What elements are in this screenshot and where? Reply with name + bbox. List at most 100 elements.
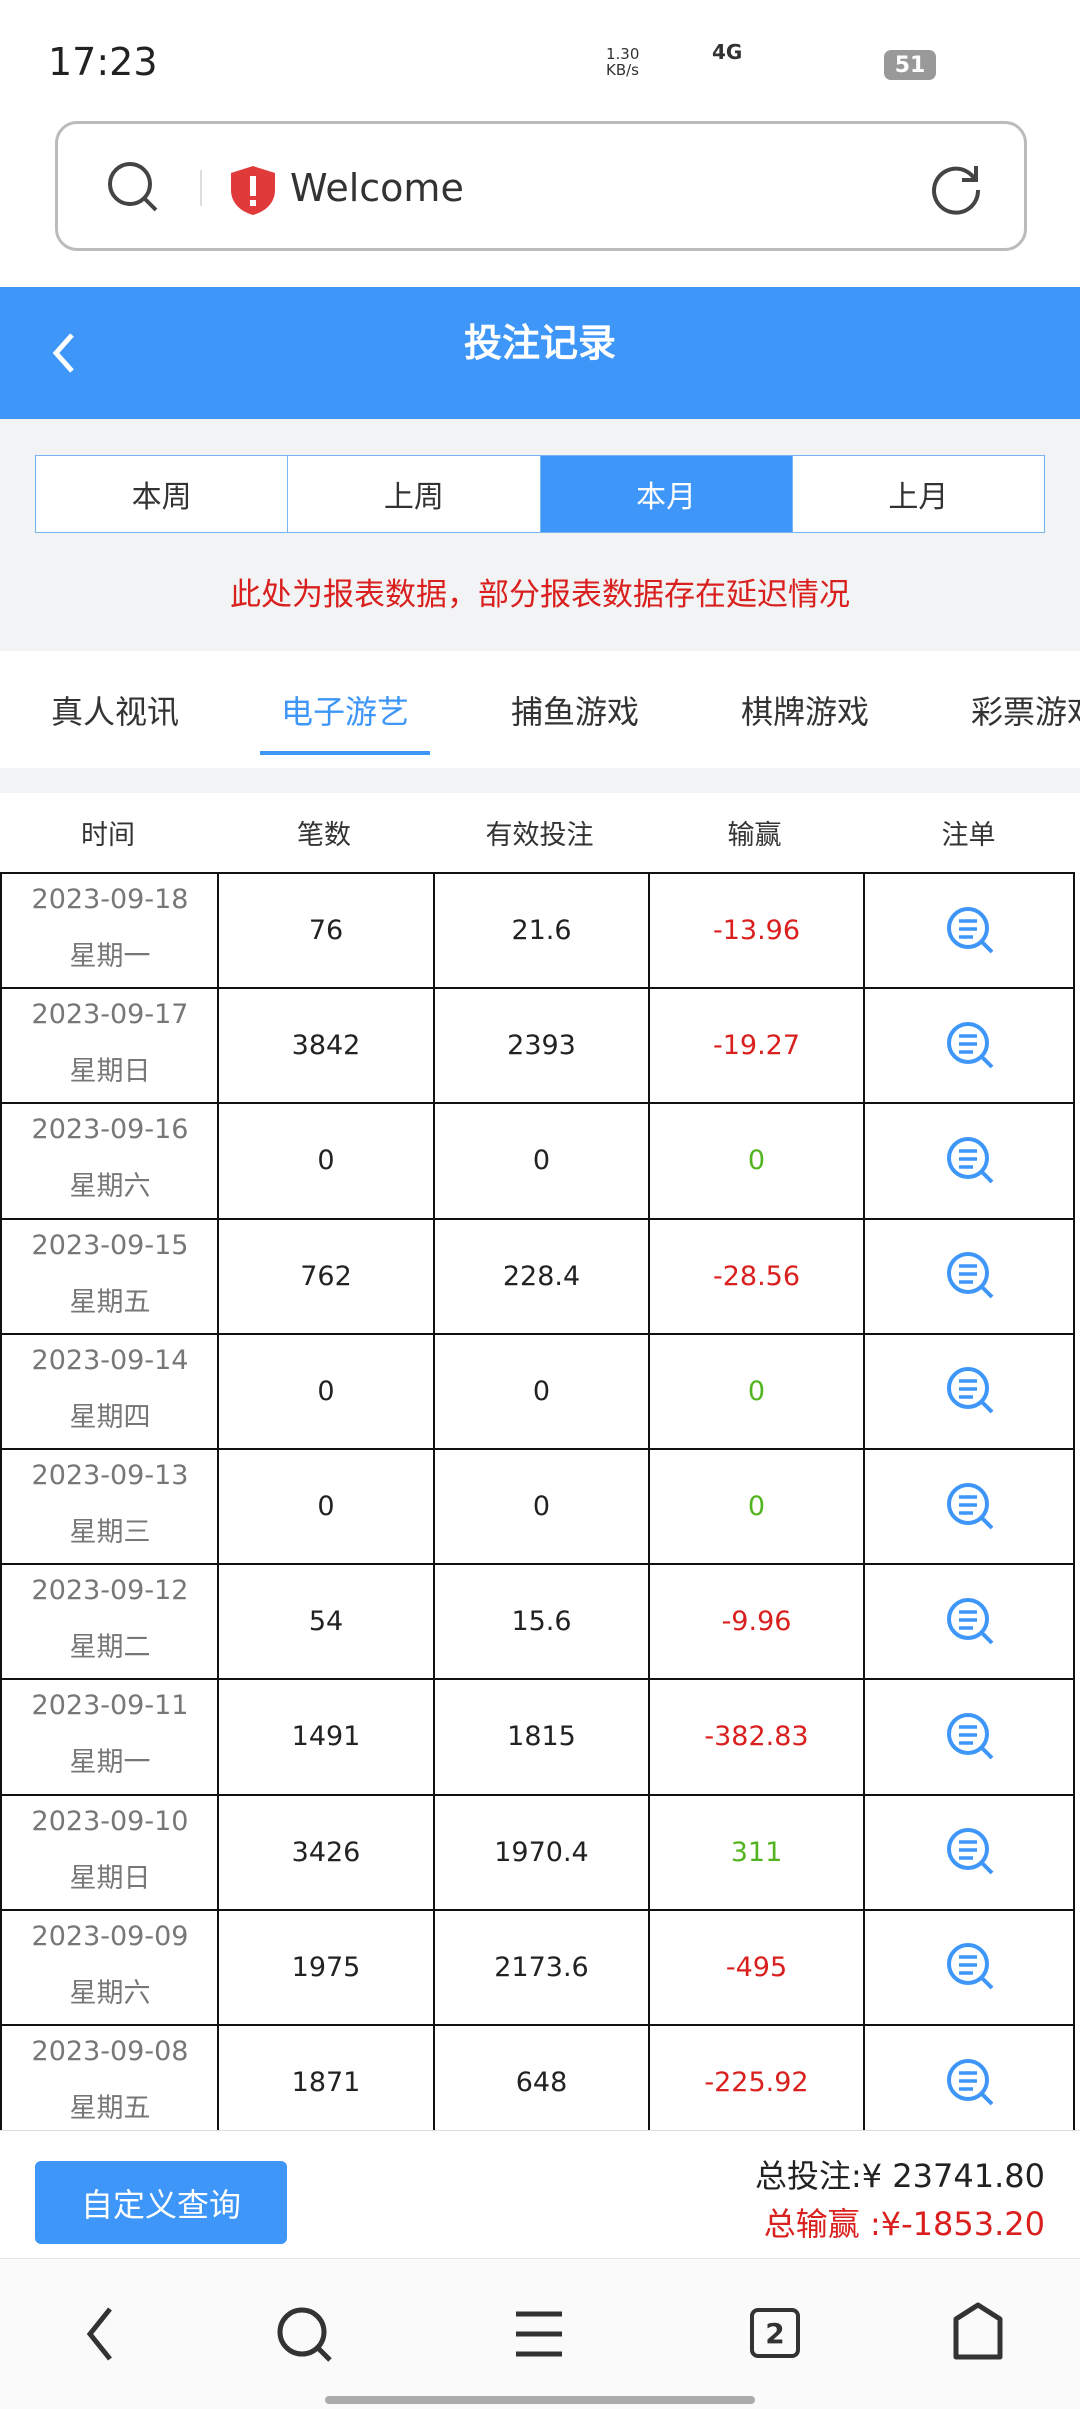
category-tab[interactable]: 真人视讯 bbox=[50, 692, 179, 731]
date: 2023-09-08 bbox=[31, 2036, 189, 2067]
category-tab[interactable]: 电子游艺 bbox=[280, 692, 409, 731]
cell-border bbox=[648, 1565, 650, 1679]
cell-border bbox=[433, 1104, 435, 1218]
tab-underline bbox=[260, 751, 430, 755]
category-tab[interactable]: 捕鱼游戏 bbox=[510, 692, 639, 731]
category-tab[interactable]: 彩票游戏 bbox=[970, 692, 1080, 731]
bet-count: 1871 bbox=[291, 2067, 361, 2099]
cell-border bbox=[863, 1104, 865, 1218]
win-loss: 311 bbox=[730, 1836, 783, 1868]
bet-count: 762 bbox=[300, 1260, 352, 1292]
valid-bet: 1815 bbox=[507, 1721, 576, 1753]
cell-border bbox=[648, 1910, 650, 2024]
cell-border bbox=[217, 989, 219, 1103]
detail-icon[interactable] bbox=[864, 1680, 1077, 1793]
period-tab[interactable]: 上月 bbox=[791, 456, 1044, 532]
footer: 自定义查询 总投注:¥ 23741.80 总输赢 :¥-1853.20 bbox=[0, 2130, 1080, 2259]
cell-border bbox=[648, 1334, 650, 1448]
status-network: 4G bbox=[712, 40, 743, 64]
period-tab[interactable]: 本周 bbox=[36, 456, 288, 532]
column-header: 有效投注 bbox=[485, 820, 594, 851]
table-row: 2023-09-12 星期二 54 15.6 -9.96 bbox=[0, 1563, 1077, 1679]
cell-border bbox=[863, 1680, 865, 1794]
nav-bar: 2 bbox=[0, 2258, 1080, 2409]
valid-bet: 15.6 bbox=[511, 1606, 572, 1638]
detail-icon[interactable] bbox=[864, 989, 1077, 1102]
reload-icon[interactable] bbox=[928, 160, 984, 216]
column-header: 笔数 bbox=[297, 820, 351, 851]
detail-icon[interactable] bbox=[864, 1335, 1077, 1448]
nav-menu[interactable] bbox=[516, 2311, 562, 2357]
win-loss: -13.96 bbox=[712, 915, 801, 947]
cell-border bbox=[433, 1450, 435, 1564]
detail-icon[interactable] bbox=[864, 1450, 1077, 1563]
cell-border bbox=[648, 1219, 650, 1333]
detail-icon[interactable] bbox=[864, 2026, 1077, 2130]
cell-border bbox=[863, 2026, 865, 2130]
cell-border bbox=[863, 1334, 865, 1448]
weekday: 星期五 bbox=[69, 1286, 151, 1318]
weekday: 星期六 bbox=[69, 1171, 151, 1203]
nav-back[interactable] bbox=[86, 2307, 112, 2361]
table-row: 2023-09-08 星期五 1871 648 -225.92 bbox=[0, 2024, 1075, 2130]
cell-border bbox=[217, 1450, 219, 1564]
total-bet: 总投注:¥ 23741.80 bbox=[754, 2157, 1045, 2195]
cell-border bbox=[648, 2026, 650, 2130]
cell-border bbox=[863, 1219, 865, 1333]
nav-icons bbox=[86, 2302, 1003, 2404]
table-row: 2023-09-10 星期日 3426 1970.4 311 bbox=[0, 1793, 1077, 1909]
win-loss: -495 bbox=[725, 1951, 788, 1983]
table-row: 2023-09-16 星期六 0 0 0 bbox=[0, 1102, 1077, 1218]
win-loss: -9.96 bbox=[721, 1606, 792, 1638]
header: 投注记录 bbox=[0, 287, 1080, 419]
header-title: 投注记录 bbox=[463, 320, 616, 365]
win-loss: -28.56 bbox=[712, 1260, 801, 1292]
valid-bet: 0 bbox=[532, 1491, 551, 1523]
weekday: 星期三 bbox=[69, 1517, 151, 1548]
search-text: Welcome bbox=[290, 166, 464, 210]
category-tab[interactable]: 棋牌游戏 bbox=[740, 692, 869, 731]
back-button[interactable] bbox=[44, 323, 84, 383]
detail-icon[interactable] bbox=[864, 1911, 1077, 2024]
status-speed: 1.30 KB/s bbox=[606, 45, 640, 79]
filter-area: 本周 上周 本月 上月 此处为报表数据，部分报表数据存在延迟情况 bbox=[0, 419, 1080, 651]
cell-border bbox=[433, 874, 435, 988]
search-bar[interactable]: Welcome bbox=[55, 121, 1027, 251]
nav-tabs[interactable] bbox=[750, 2308, 800, 2358]
detail-icon[interactable] bbox=[864, 1104, 1077, 1217]
nav-home[interactable] bbox=[953, 2302, 1003, 2360]
date: 2023-09-17 bbox=[31, 999, 189, 1031]
detail-icon[interactable] bbox=[864, 1220, 1077, 1333]
win-loss: -225.92 bbox=[704, 2067, 809, 2099]
column-header: 时间 bbox=[81, 820, 135, 851]
table-row: 2023-09-14 星期四 0 0 0 bbox=[0, 1332, 1077, 1448]
cell-border bbox=[863, 1450, 865, 1564]
cell-border bbox=[217, 1680, 219, 1794]
cell-border bbox=[433, 2026, 435, 2130]
win-loss: 0 bbox=[747, 1145, 766, 1177]
cell-border bbox=[433, 1565, 435, 1679]
period-tab[interactable]: 本月 bbox=[539, 456, 792, 532]
valid-bet: 2393 bbox=[507, 1030, 576, 1062]
cell-border bbox=[648, 874, 650, 988]
detail-icon[interactable] bbox=[864, 1796, 1077, 1909]
period-tab[interactable]: 上周 bbox=[287, 456, 540, 532]
cell-border bbox=[863, 874, 865, 988]
bet-count: 3426 bbox=[291, 1836, 361, 1868]
valid-bet: 0 bbox=[532, 1375, 551, 1407]
weekday: 星期四 bbox=[69, 1401, 151, 1433]
cell-border bbox=[433, 1219, 435, 1333]
detail-icon[interactable] bbox=[864, 874, 1077, 987]
bet-count: 0 bbox=[317, 1145, 335, 1177]
cell-border bbox=[433, 1910, 435, 2024]
cell-border bbox=[433, 1334, 435, 1448]
column-header: 输赢 bbox=[727, 820, 782, 851]
valid-bet: 0 bbox=[532, 1145, 551, 1177]
table-row: 2023-09-18 星期一 76 21.6 -13.96 bbox=[0, 872, 1077, 988]
detail-icon[interactable] bbox=[864, 1565, 1077, 1678]
cell-border bbox=[217, 1104, 219, 1218]
weekday: 星期六 bbox=[69, 1977, 151, 2009]
nav-search[interactable] bbox=[277, 2307, 332, 2362]
nav-tab-count[interactable]: 2 bbox=[765, 2316, 785, 2350]
custom-query-button[interactable]: 自定义查询 bbox=[35, 2161, 287, 2244]
